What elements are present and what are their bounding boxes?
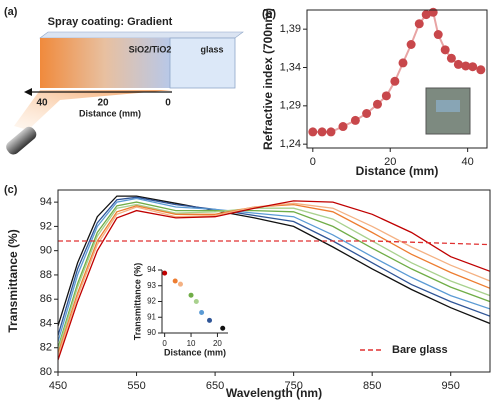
panel-label: (b) bbox=[262, 8, 276, 20]
y-tick-label: 80 bbox=[40, 366, 52, 378]
y-tick-label: 93 bbox=[147, 281, 156, 290]
marker bbox=[308, 127, 318, 137]
point bbox=[188, 292, 194, 298]
marker bbox=[406, 40, 416, 49]
y-tick-label: 1,39 bbox=[280, 23, 301, 35]
marker bbox=[414, 19, 424, 29]
series-line bbox=[58, 202, 490, 357]
point bbox=[177, 281, 183, 287]
marker bbox=[433, 30, 443, 40]
y-tick-label: 92 bbox=[40, 220, 52, 232]
x-tick-label: 10 bbox=[187, 339, 196, 348]
marker bbox=[381, 91, 391, 101]
inset-background bbox=[132, 264, 240, 361]
marker bbox=[390, 76, 400, 86]
series-line bbox=[58, 197, 490, 342]
y-tick-label: 1,29 bbox=[280, 100, 301, 112]
y-tick-label: 88 bbox=[40, 269, 52, 281]
spray-cone bbox=[14, 90, 172, 130]
y-tick-label: 86 bbox=[40, 293, 52, 305]
x-tick-label: 20 bbox=[384, 156, 396, 168]
axis-tick: 40 bbox=[36, 98, 48, 109]
x-axis-label: Distance (mm) bbox=[356, 164, 439, 178]
glass-label: glass bbox=[200, 44, 223, 54]
marker bbox=[421, 10, 431, 20]
panel-label: (a) bbox=[4, 6, 18, 18]
y-tick-label: 92 bbox=[147, 297, 156, 306]
x-tick-label: 450 bbox=[49, 380, 67, 392]
axis-arrow bbox=[24, 88, 32, 96]
x-tick-label: 750 bbox=[284, 380, 302, 392]
x-tick-label: 550 bbox=[127, 380, 145, 392]
marker bbox=[362, 109, 372, 118]
point bbox=[172, 278, 178, 284]
series-line bbox=[58, 203, 490, 351]
x-axis-label: Distance (mm) bbox=[164, 347, 226, 357]
legend-label: Bare glass bbox=[392, 344, 448, 356]
marker bbox=[338, 122, 348, 132]
marker bbox=[326, 127, 336, 137]
y-tick-label: 94 bbox=[147, 265, 156, 274]
slab-top bbox=[39, 31, 244, 39]
y-tick-label: 1,34 bbox=[280, 61, 301, 73]
series-line bbox=[58, 200, 490, 361]
x-tick-label: 950 bbox=[442, 380, 460, 392]
x-tick-label: 40 bbox=[462, 156, 474, 168]
marker bbox=[453, 59, 463, 69]
y-axis-label: Transmittance (%) bbox=[132, 263, 142, 341]
point bbox=[193, 299, 199, 304]
point bbox=[199, 310, 205, 316]
marker bbox=[446, 53, 456, 63]
coating bbox=[40, 38, 170, 88]
sample-photo-film bbox=[436, 100, 460, 112]
plot-frame bbox=[306, 9, 488, 149]
panel-a: (a) Spray coating: Gradient SiO2/TiO2 gl… bbox=[4, 6, 244, 155]
marker bbox=[461, 61, 471, 71]
diagram-title: Spray coating: Gradient bbox=[48, 16, 173, 28]
axis-tick: 20 bbox=[97, 98, 109, 109]
y-tick-label: 91 bbox=[147, 312, 156, 321]
series-line bbox=[58, 201, 490, 348]
marker bbox=[350, 115, 360, 125]
point bbox=[207, 317, 213, 323]
y-axis-label: Refractive index (700nm) bbox=[261, 8, 275, 150]
marker bbox=[476, 65, 486, 75]
x-tick-label: 0 bbox=[310, 156, 316, 168]
y-tick-label: 94 bbox=[40, 196, 52, 208]
marker bbox=[440, 45, 450, 55]
y-tick-label: 84 bbox=[40, 317, 52, 329]
coating-label: SiO2/TiO2 bbox=[129, 44, 172, 54]
glass bbox=[169, 37, 236, 89]
marker bbox=[428, 7, 438, 17]
x-tick-label: 0 bbox=[162, 339, 167, 348]
x-axis-label: Wavelength (nm) bbox=[226, 386, 322, 400]
plot-frame bbox=[57, 189, 491, 373]
y-axis-label: Transmittance (%) bbox=[6, 229, 20, 332]
y-tick-label: 82 bbox=[40, 342, 52, 354]
series-line bbox=[58, 196, 490, 336]
x-tick-label: 20 bbox=[213, 339, 222, 348]
series-line-named bbox=[58, 240, 490, 246]
marker bbox=[468, 62, 478, 72]
marker bbox=[372, 99, 382, 109]
point bbox=[162, 270, 168, 276]
panel-label: (c) bbox=[4, 184, 18, 196]
axis-label: Distance (mm) bbox=[79, 108, 141, 118]
marker bbox=[317, 127, 327, 137]
y-tick-label: 90 bbox=[147, 328, 156, 337]
y-tick-label: 90 bbox=[40, 245, 52, 257]
x-tick-label: 650 bbox=[206, 380, 224, 392]
point bbox=[220, 325, 226, 331]
nozzle bbox=[6, 126, 37, 155]
series-line bbox=[58, 195, 490, 327]
series-line bbox=[58, 203, 490, 354]
axis-tick: 0 bbox=[165, 98, 171, 109]
y-tick-label: 1,24 bbox=[280, 138, 301, 150]
marker bbox=[398, 58, 408, 68]
x-tick-label: 850 bbox=[363, 380, 381, 392]
